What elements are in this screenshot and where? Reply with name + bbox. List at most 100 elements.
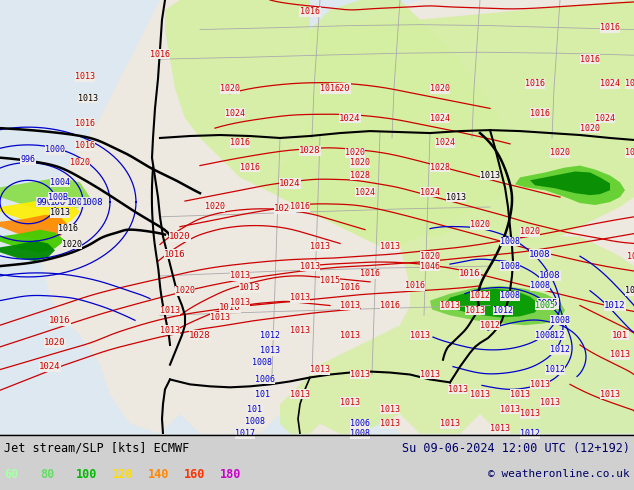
Text: 1006: 1006 bbox=[350, 419, 370, 428]
Text: 1016: 1016 bbox=[625, 148, 634, 157]
Text: 1020: 1020 bbox=[520, 227, 540, 236]
Polygon shape bbox=[40, 0, 634, 434]
Text: 1024: 1024 bbox=[420, 188, 440, 196]
Text: 1008: 1008 bbox=[500, 262, 520, 270]
Text: 1020: 1020 bbox=[470, 220, 490, 229]
Text: 1000: 1000 bbox=[50, 197, 72, 207]
Text: 1015: 1015 bbox=[320, 276, 340, 285]
Text: 1016: 1016 bbox=[164, 250, 186, 259]
Text: 1017: 1017 bbox=[235, 429, 255, 438]
Text: 1008: 1008 bbox=[529, 250, 551, 259]
Text: 1013: 1013 bbox=[160, 306, 180, 315]
Text: 1012: 1012 bbox=[545, 365, 565, 374]
Text: 1020: 1020 bbox=[169, 232, 191, 241]
Text: 1028: 1028 bbox=[190, 331, 210, 340]
Text: 80: 80 bbox=[40, 467, 55, 481]
Text: 1008: 1008 bbox=[550, 316, 570, 325]
Text: 1016: 1016 bbox=[240, 163, 260, 172]
Text: 1020: 1020 bbox=[275, 204, 295, 214]
Text: 1016: 1016 bbox=[625, 79, 634, 88]
Text: 101: 101 bbox=[628, 252, 634, 261]
Text: 1013: 1013 bbox=[50, 208, 70, 218]
Text: 1020: 1020 bbox=[220, 84, 240, 93]
Text: 1020: 1020 bbox=[430, 84, 450, 93]
Text: 1006: 1006 bbox=[255, 375, 275, 384]
Text: 1020: 1020 bbox=[420, 252, 440, 261]
Text: 1013: 1013 bbox=[480, 171, 500, 180]
Text: 1012: 1012 bbox=[480, 321, 500, 330]
Text: 1008: 1008 bbox=[252, 358, 272, 367]
Text: 1016: 1016 bbox=[49, 316, 71, 325]
Text: 1012: 1012 bbox=[493, 306, 513, 315]
Text: 1020: 1020 bbox=[329, 84, 351, 93]
Text: 1005: 1005 bbox=[537, 299, 559, 308]
Text: 1004: 1004 bbox=[50, 178, 70, 187]
Text: 1024: 1024 bbox=[355, 188, 375, 196]
Text: 1020: 1020 bbox=[580, 123, 600, 133]
Polygon shape bbox=[0, 230, 65, 252]
Text: 1012: 1012 bbox=[544, 331, 566, 340]
Text: 1012: 1012 bbox=[470, 291, 490, 300]
Text: 1013: 1013 bbox=[625, 286, 634, 295]
Text: 1008: 1008 bbox=[82, 197, 103, 207]
Text: 1013: 1013 bbox=[410, 331, 430, 340]
Text: 1024: 1024 bbox=[39, 362, 61, 371]
Text: 1028: 1028 bbox=[430, 163, 450, 172]
Text: 1013: 1013 bbox=[446, 193, 466, 201]
Text: 101: 101 bbox=[612, 331, 628, 340]
Polygon shape bbox=[430, 286, 565, 325]
Text: 1020: 1020 bbox=[345, 148, 365, 157]
Text: 1046: 1046 bbox=[420, 262, 440, 270]
Polygon shape bbox=[165, 0, 510, 246]
Text: 1013: 1013 bbox=[350, 370, 370, 379]
Polygon shape bbox=[280, 227, 634, 434]
Text: 1028: 1028 bbox=[299, 147, 321, 155]
Text: 1020: 1020 bbox=[350, 158, 370, 167]
Text: 1008: 1008 bbox=[535, 331, 555, 340]
Text: 1013: 1013 bbox=[440, 301, 460, 310]
Polygon shape bbox=[0, 0, 634, 434]
Text: 1016: 1016 bbox=[150, 49, 170, 59]
Text: © weatheronline.co.uk: © weatheronline.co.uk bbox=[488, 469, 630, 479]
Text: 1020: 1020 bbox=[550, 148, 570, 157]
Text: 1013: 1013 bbox=[210, 313, 230, 322]
Text: 1013: 1013 bbox=[380, 405, 400, 414]
Text: 1016: 1016 bbox=[300, 7, 320, 16]
Text: 1012: 1012 bbox=[604, 301, 626, 310]
Polygon shape bbox=[445, 289, 540, 318]
Text: 1016: 1016 bbox=[380, 301, 400, 310]
Text: 1016: 1016 bbox=[600, 23, 620, 32]
Text: 1013: 1013 bbox=[230, 271, 250, 280]
Polygon shape bbox=[530, 172, 610, 195]
Text: 1004: 1004 bbox=[67, 197, 88, 207]
Polygon shape bbox=[0, 197, 80, 227]
Text: 1013: 1013 bbox=[470, 390, 490, 399]
Text: 1013: 1013 bbox=[520, 410, 540, 418]
Text: 1016: 1016 bbox=[75, 119, 95, 128]
Text: 1000: 1000 bbox=[45, 146, 65, 154]
Text: 1013: 1013 bbox=[75, 73, 95, 81]
Text: 1013: 1013 bbox=[510, 390, 530, 399]
Text: 1020: 1020 bbox=[70, 158, 90, 167]
Text: 1016: 1016 bbox=[75, 141, 95, 150]
Text: 60: 60 bbox=[4, 467, 18, 481]
Text: 1016: 1016 bbox=[405, 281, 425, 290]
Text: 1013: 1013 bbox=[490, 424, 510, 433]
Text: 996: 996 bbox=[20, 155, 36, 164]
Text: 1013: 1013 bbox=[290, 326, 310, 335]
Text: 1012: 1012 bbox=[550, 345, 570, 354]
Text: 1016: 1016 bbox=[320, 84, 340, 93]
Text: 1020: 1020 bbox=[44, 339, 66, 347]
Text: 120: 120 bbox=[112, 467, 133, 481]
Text: 101: 101 bbox=[247, 405, 262, 414]
Text: 1024: 1024 bbox=[279, 179, 301, 188]
Text: 100: 100 bbox=[76, 467, 98, 481]
Text: 1013: 1013 bbox=[260, 346, 280, 355]
Text: 1013: 1013 bbox=[340, 301, 360, 310]
Text: 1013: 1013 bbox=[600, 390, 620, 399]
Text: 1008: 1008 bbox=[530, 281, 550, 290]
Text: 1008: 1008 bbox=[350, 429, 370, 438]
Text: 1024: 1024 bbox=[430, 114, 450, 123]
Text: 1016: 1016 bbox=[58, 224, 78, 233]
Text: 1016: 1016 bbox=[459, 270, 481, 278]
